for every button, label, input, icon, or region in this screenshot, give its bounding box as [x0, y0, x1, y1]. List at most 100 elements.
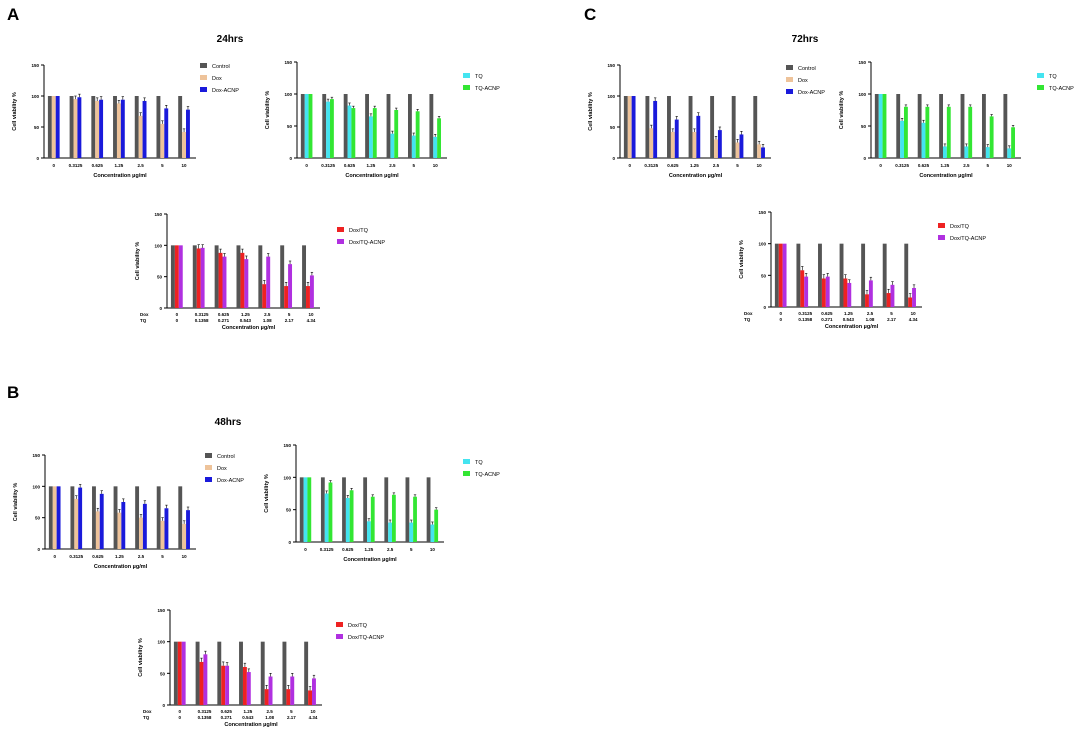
- y-tick-label: 0: [288, 540, 291, 545]
- bar-tq-5: [409, 522, 414, 542]
- bar-dox-0: [51, 96, 56, 158]
- bar-tq-2: [921, 122, 926, 158]
- bar-control-0: [874, 94, 879, 158]
- x-tick-label: 0: [879, 163, 882, 168]
- legend-label-tq-acnp: TQ-ACNP: [475, 472, 500, 478]
- y-tick-label: 50: [35, 516, 41, 521]
- bar-control-0: [774, 243, 779, 307]
- y-axis-label: Cell viability %: [739, 240, 745, 279]
- legend-label-dox-acnp: Dox-ACNP: [212, 88, 239, 94]
- bar-control-1: [195, 641, 200, 705]
- bar-control-6: [1003, 94, 1008, 158]
- y-tick-label: 100: [32, 484, 40, 489]
- legend-swatch-tq: [463, 459, 470, 464]
- bar-dox-acnp-0: [55, 96, 60, 158]
- bar-dox-tq-acnp-2: [225, 665, 230, 705]
- bar-dox-tq-acnp-1: [203, 654, 208, 705]
- bar-dox-4: [138, 115, 143, 158]
- bar-tq-acnp-0: [882, 94, 887, 158]
- bar-dox-acnp-5: [164, 108, 169, 158]
- x-tick-label: 0.625: [918, 163, 930, 168]
- x-tick-label: 2.5: [138, 554, 145, 559]
- y-tick-label: 150: [607, 63, 615, 68]
- bar-dox-tq-1: [196, 248, 201, 308]
- bar-control-3: [839, 243, 844, 307]
- bar-dox-acnp-4: [142, 503, 147, 549]
- chart-B-tq: 0 50 100 150 Cell viability % 0 0.3125 0.625 1.2…: [264, 443, 500, 563]
- bar-dox-tq-acnp-6: [309, 275, 314, 308]
- bar-dox-tq-acnp-3: [244, 259, 249, 308]
- bar-control-3: [236, 245, 241, 308]
- bar-tq-acnp-6: [1011, 127, 1015, 158]
- x-tick-label: 0: [628, 163, 631, 168]
- bar-dox-2: [670, 131, 675, 158]
- y-tick-label: 100: [157, 640, 165, 645]
- bar-dox-6: [182, 131, 187, 158]
- x-axis-label: Concentration µg/ml: [919, 173, 973, 179]
- bar-dox-acnp-0: [631, 96, 636, 158]
- legend-swatch-tq-acnp: [1037, 85, 1044, 90]
- bar-dox-3: [117, 512, 122, 549]
- bar-control-5: [731, 96, 736, 158]
- combo-tq-tick: 0.271: [221, 715, 233, 720]
- combo-dox-tick: 1.25: [844, 311, 853, 316]
- x-axis-label: Concentration µg/ml: [93, 173, 147, 179]
- chart-C-dox: 0 50 100 150 Cell viability % 0 0.3125 0.625 1.2…: [588, 63, 825, 179]
- combo-tq-tick: 4.34: [909, 317, 918, 322]
- legend-swatch-dox-tq: [337, 227, 344, 232]
- bar-control-5: [408, 94, 412, 158]
- panel-title-B: 48hrs: [215, 417, 242, 428]
- y-tick-label: 150: [154, 212, 162, 217]
- bar-control-2: [217, 641, 222, 705]
- bar-control-5: [982, 94, 986, 158]
- legend-label-control: Control: [212, 64, 230, 70]
- bar-control-1: [320, 477, 325, 542]
- combo-tq-tick: 2.17: [287, 715, 296, 720]
- bar-control-1: [796, 243, 801, 307]
- y-axis-label: Cell viability %: [135, 242, 141, 281]
- bar-tq-acnp-1: [328, 482, 333, 542]
- bar-dox-tq-acnp-4: [266, 256, 271, 308]
- bar-dox-tq-acnp-1: [804, 276, 809, 307]
- bar-dox-6: [182, 523, 187, 549]
- bar-control-0: [299, 477, 304, 542]
- legend-swatch-dox-tq-acnp: [336, 634, 343, 639]
- bar-tq-0: [304, 94, 309, 158]
- y-tick-label: 0: [289, 156, 292, 161]
- bar-control-6: [302, 245, 307, 308]
- bar-tq-5: [411, 135, 416, 158]
- legend-swatch-control: [205, 453, 212, 458]
- bar-dox-tq-0: [177, 641, 182, 705]
- bar-dox-acnp-3: [696, 115, 701, 158]
- bar-control-1: [69, 96, 74, 158]
- bar-dox-acnp-2: [99, 493, 104, 549]
- x-tick-label: 0.3125: [69, 554, 83, 559]
- legend-label-dox-acnp: Dox-ACNP: [798, 90, 825, 96]
- bar-dox-tq-acnp-2: [825, 276, 830, 307]
- combo-tq-tick: 1.08: [263, 318, 272, 323]
- bar-control-4: [384, 477, 389, 542]
- y-tick-label: 150: [31, 63, 39, 68]
- bar-tq-acnp-5: [989, 116, 994, 158]
- bar-dox-0: [627, 96, 632, 158]
- bar-control-2: [214, 245, 219, 308]
- x-tick-label: 0.625: [667, 163, 679, 168]
- bar-tq-0: [303, 477, 308, 542]
- combo-dox-tick: 0: [779, 311, 782, 316]
- x-tick-label: 2.5: [387, 547, 394, 552]
- bar-control-2: [917, 94, 922, 158]
- bar-dox-tq-acnp-5: [288, 264, 293, 308]
- bar-dox-tq-0: [174, 245, 179, 308]
- legend-label-dox-tq-acnp: Dox/TQ-ACNP: [348, 635, 384, 641]
- combo-dox-tick: 0.3125: [195, 312, 209, 317]
- bar-dox-1: [73, 99, 78, 158]
- bar-dox-acnp-4: [142, 100, 147, 158]
- combo-tq-tick: 0.543: [242, 715, 254, 720]
- bar-dox-acnp-6: [761, 147, 765, 158]
- y-tick-label: 0: [863, 156, 866, 161]
- combo-tq-tick: 0.1358: [198, 715, 212, 720]
- x-tick-label: 2.5: [389, 163, 396, 168]
- bar-tq-acnp-5: [415, 111, 420, 158]
- bar-control-0: [300, 94, 305, 158]
- bar-control-4: [710, 96, 715, 158]
